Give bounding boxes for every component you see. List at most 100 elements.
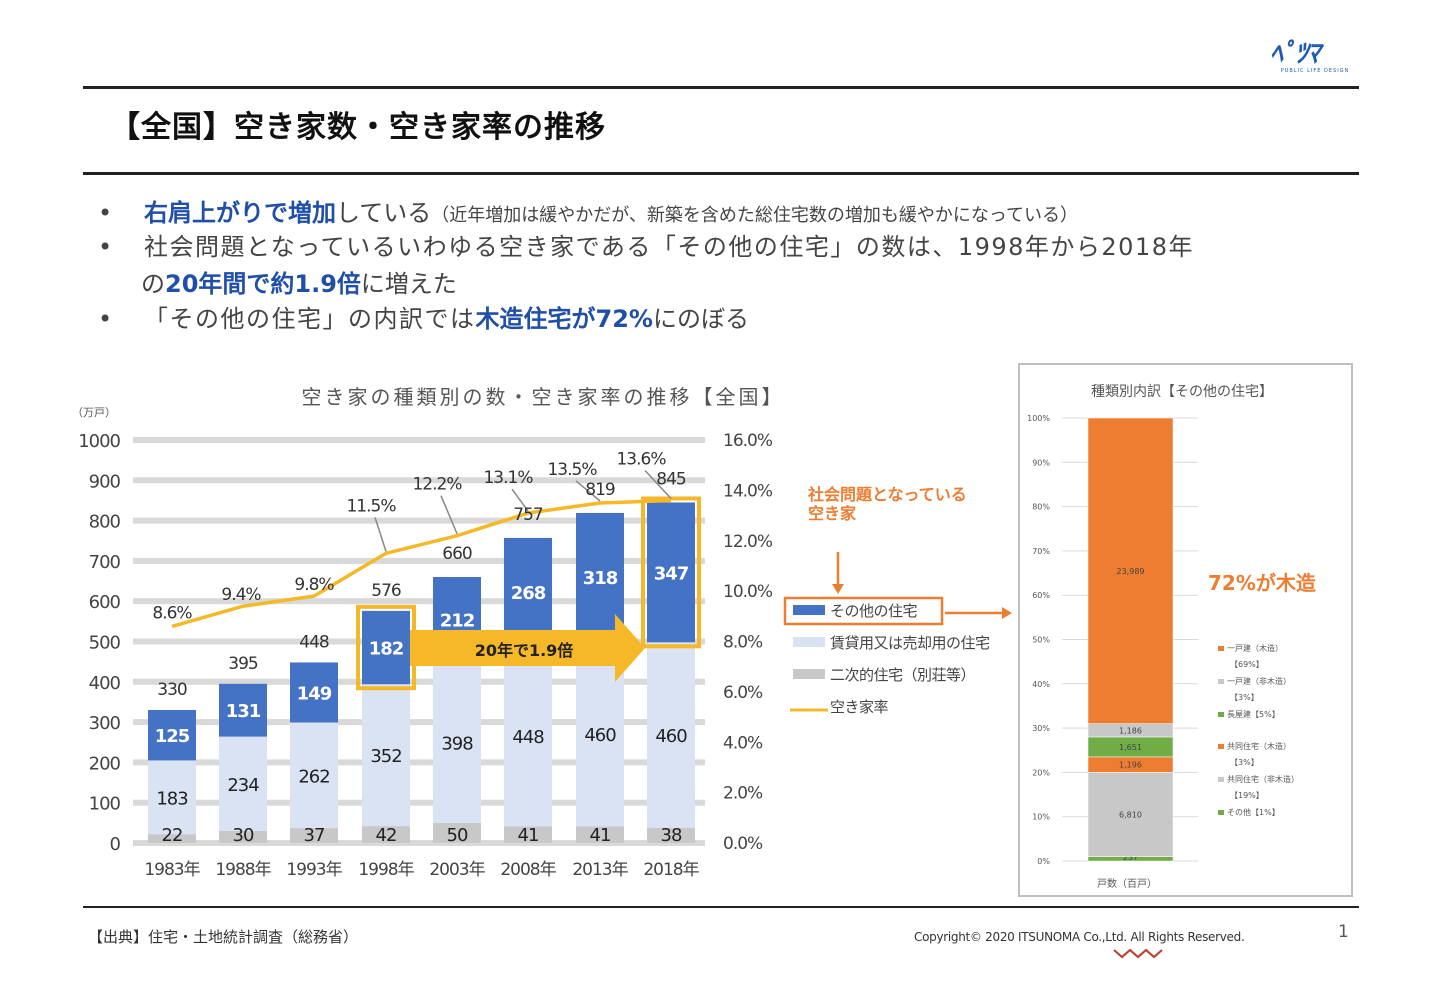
rate-data-label: 13.5% (547, 460, 597, 480)
bullet-text: している (336, 199, 432, 227)
bullet-list: • 右肩上がりで増加している（近年増加は緩やかだが、新築を含めた総住宅数の増加も… (95, 196, 1355, 337)
bar-value-label: 212 (440, 611, 475, 632)
x-tick-label: 2018年 (643, 860, 699, 880)
y-tick-label: 1000 (78, 431, 120, 452)
bullet-item: • 「その他の住宅」の内訳では木造住宅が72%にのぼる (95, 302, 1355, 337)
legend-arrow-head (1002, 607, 1012, 619)
x-tick-label: 1998年 (358, 860, 414, 880)
bar-segment (576, 826, 624, 843)
gridline (133, 517, 705, 524)
leader-line (644, 469, 672, 499)
x-tick-label: 1983年 (144, 860, 200, 880)
bar-segment (362, 684, 410, 827)
footer-source: 【出典】住宅・土地統計調査（総務省） (88, 928, 359, 946)
y-tick-label: 0 (110, 834, 121, 855)
gridline (133, 759, 705, 766)
leader-line (511, 488, 529, 512)
legend-label: 二次的住宅（別荘等） (830, 666, 975, 684)
bar-total-label: 845 (656, 469, 686, 489)
bar-total-label: 819 (585, 480, 615, 500)
bar-segment (148, 710, 196, 761)
bar-value-label: 268 (511, 583, 546, 604)
y-tick-label: 600 (89, 592, 121, 613)
growth-arrow (410, 614, 645, 682)
bar-total-label: 330 (157, 680, 187, 700)
bar-segment (219, 830, 267, 843)
x-tick-label: 2008年 (500, 860, 556, 880)
x-tick-label: 1988年 (215, 860, 271, 880)
callout-text: 空き家 (808, 504, 857, 523)
callout-arrow-head (832, 584, 844, 594)
y-tick-label: 400 (89, 673, 121, 694)
gridline (133, 437, 705, 443)
y2-tick-label: 2.0% (723, 784, 763, 804)
y2-tick-label: 10.0% (723, 582, 773, 602)
bar-segment (290, 662, 338, 723)
legend-swatch (793, 669, 825, 679)
vacancy-rate-line (171, 498, 672, 629)
bar-value-label: 347 (654, 563, 689, 584)
y2-tick-label: 14.0% (723, 481, 773, 501)
bullet-item: • 右肩上がりで増加している（近年増加は緩やかだが、新築を含めた総住宅数の増加も… (95, 196, 1355, 233)
gridline (133, 719, 705, 726)
rate-data-label: 13.6% (616, 449, 666, 469)
bullet-dot: • (98, 199, 113, 227)
legend-highlight-box (783, 596, 944, 626)
bar-value-label: 125 (155, 726, 190, 747)
x-tick-label: 1993年 (286, 860, 342, 880)
leader-line (374, 517, 387, 552)
bar-value-label: 262 (298, 766, 329, 787)
rate-data-label: 9.4% (221, 585, 261, 605)
growth-arrow-label: 20年で1.9倍 (475, 641, 574, 660)
bar-total-label: 576 (371, 581, 401, 601)
y2-tick-label: 8.0% (723, 633, 763, 653)
bar-segment (433, 822, 481, 843)
y2-tick-label: 6.0% (723, 683, 763, 703)
bar-value-label: 352 (370, 746, 401, 767)
rate-data-label: 8.6% (152, 603, 192, 623)
bar-total-label: 448 (299, 632, 329, 652)
logo-mark: ﾍﾟﾂﾏ (1270, 39, 1320, 69)
bar-segment (219, 683, 267, 737)
x-tick-label: 2003年 (429, 860, 485, 880)
legend-label: 賃貸用又は売却用の住宅 (830, 634, 990, 652)
page-title: 【全国】空き家数・空き家率の推移 (110, 110, 606, 145)
bullet-highlight: 右肩上がりで増加 (144, 199, 336, 227)
y-tick-label: 200 (89, 753, 121, 774)
bar-value-label: 398 (441, 734, 473, 755)
bar-value-label: 183 (156, 788, 188, 809)
bar-total-label: 660 (442, 544, 472, 564)
legend-swatch (793, 637, 825, 647)
bar-segment (647, 827, 695, 843)
header-top-rule (83, 86, 1359, 89)
bar-value-label: 448 (512, 727, 544, 748)
legend-label: その他の住宅 (830, 602, 918, 620)
bar-segment (148, 760, 196, 835)
bullet-dot: • (98, 233, 113, 261)
gridline (133, 678, 705, 685)
chart-title: 空き家の種類別の数・空き家率の推移【全国】 (302, 385, 785, 409)
bar-segment (290, 722, 338, 829)
bar-segment (362, 610, 410, 685)
y-tick-label: 300 (89, 713, 121, 734)
bar-segment (219, 736, 267, 831)
bar-total-label: 395 (228, 654, 258, 674)
x-tick-label: 2013年 (572, 860, 628, 880)
bar-value-label: 30 (233, 825, 254, 846)
rate-data-label: 13.1% (483, 468, 533, 488)
chart-legend: 社会問題となっている空き家その他の住宅賃貸用又は売却用の住宅二次的住宅（別荘等）… (783, 485, 1012, 716)
company-logo: ﾍﾟﾂﾏ PUBLIC LIFE DESIGN (1270, 40, 1360, 80)
bar-segment (647, 502, 695, 643)
y2-tick-label: 16.0% (723, 431, 773, 451)
y-tick-label: 100 (89, 794, 121, 815)
leader-line (575, 480, 601, 502)
footer-copyright: Copyright© 2020 ITSUNOMA Co.,Ltd. All Ri… (914, 930, 1245, 944)
bullet-text: にのぼる (652, 305, 749, 333)
bar-segment (504, 537, 552, 646)
bullet-item: • 社会問題となっているいわゆる空き家である「その他の住宅」の数は、1998年か… (95, 230, 1355, 265)
bar-value-label: 41 (518, 825, 539, 846)
bullet-text: に増えた (360, 270, 457, 298)
bar-value-label: 38 (661, 825, 682, 846)
bar-segment (504, 645, 552, 827)
